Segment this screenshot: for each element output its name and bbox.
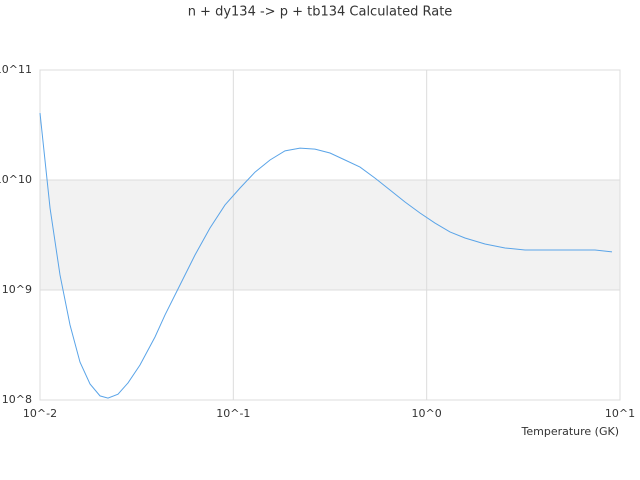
y-tick-label: 10^10 [0,173,32,186]
y-tick-label: 10^9 [2,283,32,296]
plot-border [39,69,621,401]
x-axis-label: Temperature (GK) [521,425,620,438]
line-series [39,113,613,399]
grid-band [40,180,620,290]
x-tick-label: 10^0 [412,407,442,420]
y-tick-label: 10^8 [2,393,32,406]
x-tick-label: 10^-1 [216,407,250,420]
x-tick-label: 10^1 [605,407,635,420]
chart-title: n + dy134 -> p + tb134 Calculated Rate [188,5,453,20]
x-tick-label: 10^-2 [23,407,57,420]
y-tick-label: 10^11 [0,63,32,76]
